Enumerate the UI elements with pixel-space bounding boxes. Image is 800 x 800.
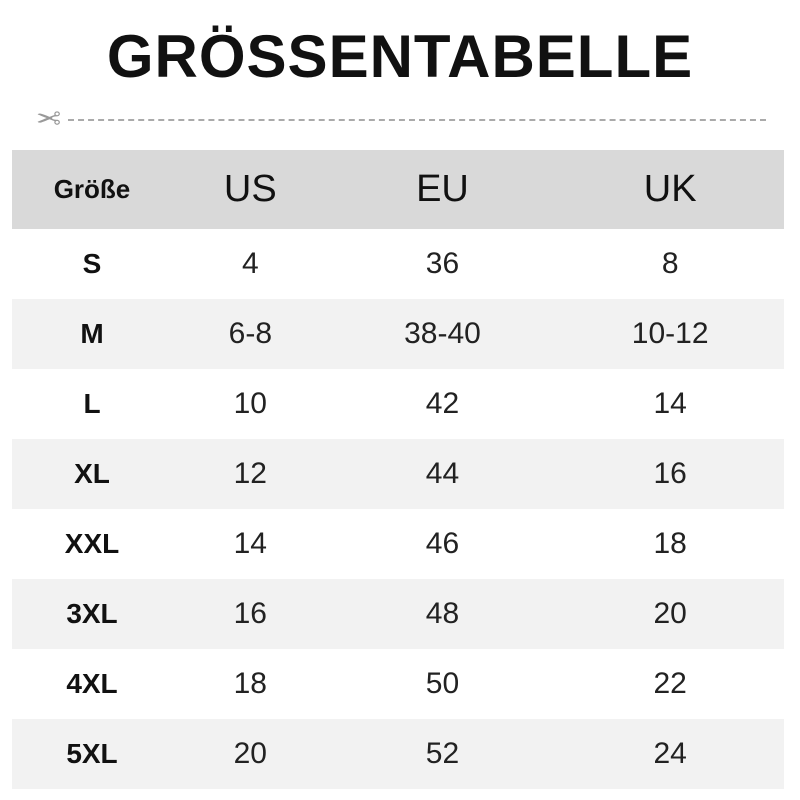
header-eu: EU [416,168,469,210]
cell-us: 18 [233,667,267,700]
header-uk: UK [643,168,697,210]
table-row: 3XL 16 48 20 [12,579,784,649]
cell-uk: 24 [653,737,687,770]
cell-us: 4 [241,247,259,280]
cell-eu: 44 [425,457,460,490]
cell-size: S [82,248,102,279]
cell-eu: 42 [425,387,460,420]
cell-eu: 52 [425,737,460,770]
table-row: 5XL 20 52 24 [12,719,784,789]
cell-size: 3XL [66,598,118,629]
header-row: Größe US EU UK [12,150,784,229]
cut-line: ✂ [36,103,766,136]
cell-eu: 46 [425,527,460,560]
table-row: XXL 14 46 18 [12,509,784,579]
cell-uk: 18 [653,527,687,560]
cell-size: M [80,318,104,349]
cell-us: 6-8 [228,317,272,350]
dashed-divider [68,119,766,121]
cell-uk: 20 [653,597,687,630]
page-title: GRÖSSENTABELLE [106,23,694,90]
size-table: Größe US EU UK S 4 36 8 M 6-8 38-40 10-12 L 10 42 1… [12,150,784,789]
cell-uk: 22 [653,667,687,700]
cell-us: 10 [233,387,267,420]
cell-size: L [83,388,101,419]
cell-uk: 14 [653,387,687,420]
cell-eu: 38-40 [404,317,481,350]
cell-us: 20 [233,737,267,770]
cell-uk: 16 [653,457,687,490]
cell-uk: 10-12 [631,317,709,350]
cell-us: 12 [233,457,267,490]
scissors-icon: ✂ [36,103,62,136]
cell-eu: 48 [425,597,460,630]
cell-size: 4XL [66,668,118,699]
table-row: M 6-8 38-40 10-12 [12,299,784,369]
cell-size: XL [74,458,110,489]
header-size: Größe [53,174,131,204]
cell-us: 14 [233,527,267,560]
cell-uk: 8 [661,247,679,280]
cell-size: XXL [64,528,120,559]
table-row: 4XL 18 50 22 [12,649,784,719]
table-row: S 4 36 8 [12,229,784,299]
header-us: US [223,168,277,210]
cell-eu: 36 [425,247,460,280]
cell-us: 16 [233,597,267,630]
cell-size: 5XL [66,738,118,769]
table-row: XL 12 44 16 [12,439,784,509]
cell-eu: 50 [425,667,460,700]
table-row: L 10 42 14 [12,369,784,439]
